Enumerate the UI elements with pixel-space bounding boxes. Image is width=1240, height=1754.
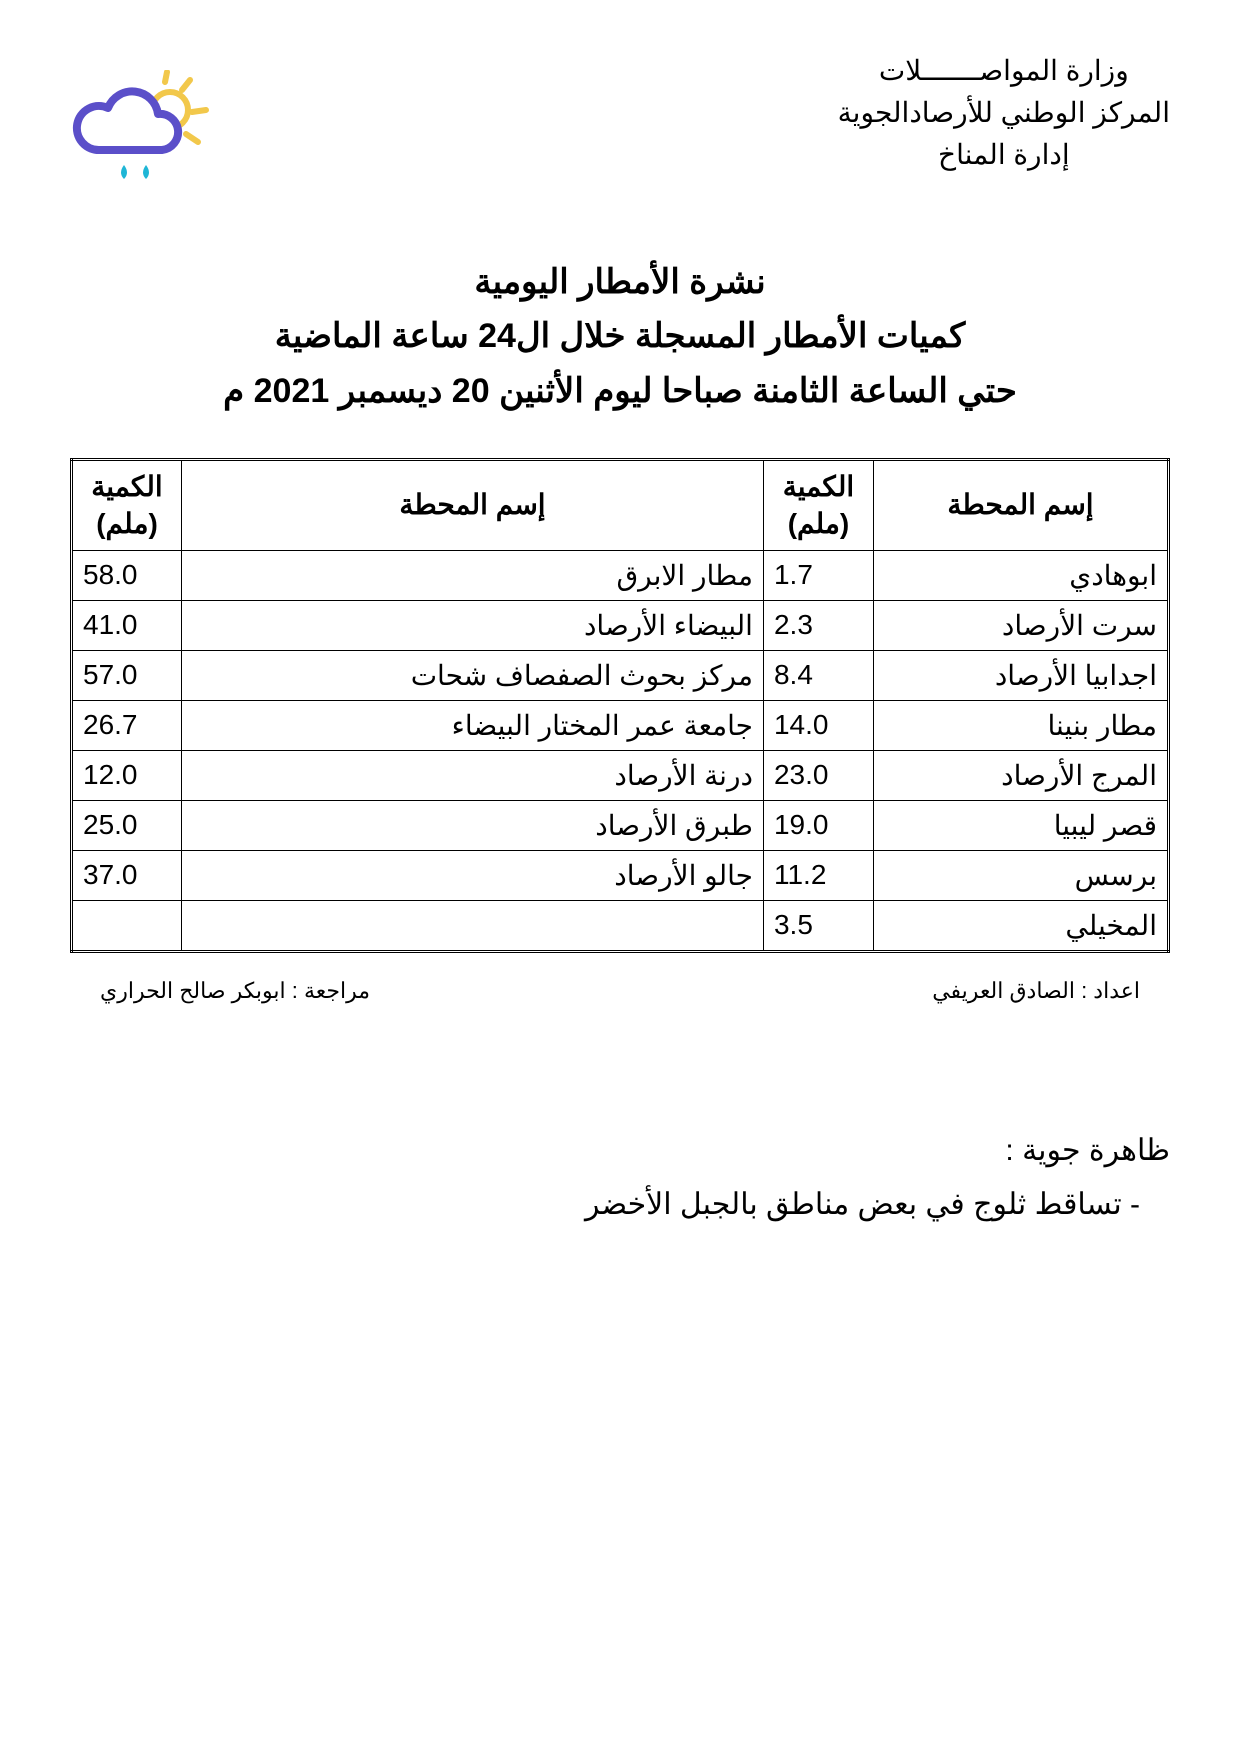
amount-left: 37.0	[72, 850, 182, 900]
station-right: قصر ليبيا	[873, 800, 1168, 850]
credits-row: اعداد : الصادق العريفي مراجعة : ابوبكر ص…	[70, 978, 1170, 1004]
table-row: اجدابيا الأرصاد8.4مركز بحوث الصفصاف شحات…	[72, 650, 1169, 700]
title-line-2: كميات الأمطار المسجلة خلال ال24 ساعة الم…	[70, 309, 1170, 363]
amount-left: 41.0	[72, 600, 182, 650]
col-header-amount-right: الكمية (ملم)	[763, 460, 873, 551]
weather-icon-block	[70, 50, 250, 195]
station-right: المرج الأرصاد	[873, 750, 1168, 800]
title-line-3: حتي الساعة الثامنة صباحا ليوم الأثنين 20…	[70, 364, 1170, 418]
ministry-name: وزارة المواصـــــــلات	[838, 50, 1170, 92]
station-right: ابوهادي	[873, 550, 1168, 600]
col-header-amount-left: الكمية (ملم)	[72, 460, 182, 551]
title-block: نشرة الأمطار اليومية كميات الأمطار المسج…	[70, 255, 1170, 418]
prepared-by: اعداد : الصادق العريفي	[932, 978, 1140, 1004]
prepared-by-name: الصادق العريفي	[932, 978, 1075, 1003]
station-left: مطار الابرق	[182, 550, 764, 600]
organization-block: وزارة المواصـــــــلات المركز الوطني للأ…	[838, 50, 1170, 176]
department-name: إدارة المناخ	[838, 134, 1170, 176]
phenomena-item: تساقط ثلوج في بعض مناطق بالجبل الأخضر	[70, 1178, 1170, 1232]
amount-right: 1.7	[763, 550, 873, 600]
amount-right: 2.3	[763, 600, 873, 650]
title-line-1: نشرة الأمطار اليومية	[70, 255, 1170, 309]
reviewed-by-name: ابوبكر صالح الحراري	[100, 978, 286, 1003]
amount-left: 58.0	[72, 550, 182, 600]
table-row: مطار بنينا14.0جامعة عمر المختار البيضاء2…	[72, 700, 1169, 750]
table-header-row: إسم المحطة الكمية (ملم) إسم المحطة الكمي…	[72, 460, 1169, 551]
reviewed-by-label: مراجعة :	[292, 978, 370, 1003]
phenomena-heading: ظاهرة جوية :	[70, 1124, 1170, 1178]
amount-right: 11.2	[763, 850, 873, 900]
center-name: المركز الوطني للأرصادالجوية	[838, 92, 1170, 134]
station-left: درنة الأرصاد	[182, 750, 764, 800]
station-right: برسس	[873, 850, 1168, 900]
amount-right: 3.5	[763, 900, 873, 951]
amount-left	[72, 900, 182, 951]
amount-right: 8.4	[763, 650, 873, 700]
table-row: المخيلي3.5	[72, 900, 1169, 951]
amount-right: 19.0	[763, 800, 873, 850]
table-row: قصر ليبيا19.0طبرق الأرصاد25.0	[72, 800, 1169, 850]
col-header-station-left: إسم المحطة	[182, 460, 764, 551]
station-left: مركز بحوث الصفصاف شحات	[182, 650, 764, 700]
amount-left: 26.7	[72, 700, 182, 750]
table-row: سرت الأرصاد2.3البيضاء الأرصاد41.0	[72, 600, 1169, 650]
amount-right: 23.0	[763, 750, 873, 800]
rainfall-table: إسم المحطة الكمية (ملم) إسم المحطة الكمي…	[70, 458, 1170, 953]
amount-left: 12.0	[72, 750, 182, 800]
station-left: البيضاء الأرصاد	[182, 600, 764, 650]
station-left: طبرق الأرصاد	[182, 800, 764, 850]
phenomena-block: ظاهرة جوية : تساقط ثلوج في بعض مناطق بال…	[70, 1124, 1170, 1232]
reviewed-by: مراجعة : ابوبكر صالح الحراري	[100, 978, 370, 1004]
station-right: مطار بنينا	[873, 700, 1168, 750]
station-right: سرت الأرصاد	[873, 600, 1168, 650]
amount-right: 14.0	[763, 700, 873, 750]
table-row: المرج الأرصاد23.0درنة الأرصاد12.0	[72, 750, 1169, 800]
station-right: اجدابيا الأرصاد	[873, 650, 1168, 700]
amount-left: 25.0	[72, 800, 182, 850]
table-row: ابوهادي1.7مطار الابرق58.0	[72, 550, 1169, 600]
col-header-station-right: إسم المحطة	[873, 460, 1168, 551]
amount-left: 57.0	[72, 650, 182, 700]
header-region: وزارة المواصـــــــلات المركز الوطني للأ…	[70, 50, 1170, 195]
station-left	[182, 900, 764, 951]
prepared-by-label: اعداد :	[1081, 978, 1140, 1003]
station-left: جالو الأرصاد	[182, 850, 764, 900]
rain-cloud-sun-icon	[70, 70, 210, 190]
station-left: جامعة عمر المختار البيضاء	[182, 700, 764, 750]
table-row: برسس11.2جالو الأرصاد37.0	[72, 850, 1169, 900]
station-right: المخيلي	[873, 900, 1168, 951]
